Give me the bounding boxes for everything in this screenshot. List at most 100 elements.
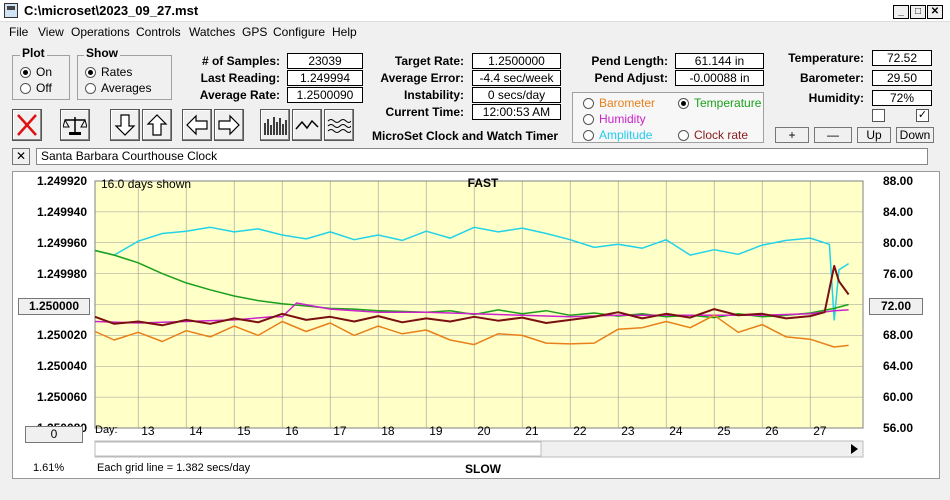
x-tick-label: 13	[141, 424, 155, 438]
scale-up-button[interactable]: Up	[857, 127, 891, 143]
title-bar: C:\microset\2023_09_27.mst _ □ ✕	[0, 0, 950, 22]
maximize-button[interactable]: □	[910, 5, 926, 19]
balance-button[interactable]	[60, 109, 90, 141]
pend-adjust-label: Pend Adjust:	[594, 71, 668, 85]
scrollbar-thumb[interactable]	[94, 441, 542, 457]
radio-icon	[583, 97, 594, 109]
wave-button[interactable]	[292, 109, 322, 141]
arrow-down-icon	[114, 114, 136, 136]
y-tick-label: 1.250040	[36, 359, 87, 374]
scroll-right-icon[interactable]	[851, 444, 858, 454]
humidity-radio[interactable]: Humidity	[583, 112, 646, 126]
menu-help[interactable]: Help	[332, 25, 357, 39]
menu-bar: File View Operations Controls Watches GP…	[0, 22, 950, 42]
x-origin-button[interactable]: 0	[25, 426, 83, 443]
bar-chart-button[interactable]	[260, 109, 290, 141]
x-tick-label: 27	[813, 424, 827, 438]
barometer-label: Barometer:	[799, 71, 864, 85]
samples-value: 23039	[287, 53, 363, 69]
y2-tick-label: 60.00	[882, 390, 913, 405]
close-icon: ✕	[15, 149, 27, 163]
pend-length-value: 61.144 in	[675, 53, 764, 69]
radio-selected-icon	[85, 66, 96, 78]
show-averages-radio[interactable]: Averages	[85, 81, 151, 95]
series-amplitude	[94, 226, 850, 321]
arrow-up-button[interactable]	[142, 109, 172, 141]
clear-name-button[interactable]: ✕	[12, 148, 30, 165]
temperature-label: Temperature:	[788, 51, 864, 65]
y2-tick-label: 84.00	[882, 204, 913, 219]
menu-gps[interactable]: GPS	[242, 25, 268, 39]
stop-icon	[17, 114, 37, 136]
radio-icon	[20, 82, 31, 94]
arrow-down-button[interactable]	[110, 109, 140, 141]
last-reading-value: 1.249994	[287, 70, 363, 86]
checked-checkbox[interactable]: ✓	[916, 109, 929, 122]
menu-view[interactable]: View	[38, 25, 64, 39]
x-tick-label: 26	[765, 424, 779, 438]
y2-tick-label: 68.00	[882, 328, 913, 343]
temperature-value: 72.52	[872, 50, 932, 66]
app-icon	[4, 3, 18, 18]
close-window-button[interactable]: ✕	[927, 5, 943, 19]
show-group-title: Show	[84, 46, 120, 60]
average-error-value: -4.4 sec/week	[472, 70, 561, 86]
clock-name-field[interactable]: Santa Barbara Courthouse Clock	[36, 148, 928, 165]
x-tick-label: 15	[237, 424, 251, 438]
plot-on-radio[interactable]: On	[20, 65, 52, 79]
show-rates-radio[interactable]: Rates	[85, 65, 132, 79]
series-barometer	[94, 314, 849, 348]
bar-chart-icon	[264, 117, 287, 135]
current-time-label: Current Time:	[385, 105, 464, 119]
current-time-value: 12:00:53 AM	[472, 104, 561, 120]
x-tick-label: 21	[525, 424, 539, 438]
grid	[95, 181, 863, 428]
stop-button[interactable]	[12, 109, 42, 141]
arrow-right-button[interactable]	[214, 109, 244, 141]
menu-controls[interactable]: Controls	[136, 25, 181, 39]
y-tick-label: 1.250060	[36, 390, 87, 405]
instability-value: 0 secs/day	[472, 87, 561, 103]
rate-chart	[94, 180, 864, 458]
plot-on-label: On	[36, 65, 53, 79]
show-group	[77, 55, 172, 100]
scale-plus-button[interactable]: +	[775, 127, 809, 143]
average-rate-value: 1.2500090	[287, 87, 363, 103]
clock-rate-radio[interactable]: Clock rate	[678, 128, 748, 142]
multi-wave-button[interactable]	[324, 109, 354, 141]
x-tick-label: 17	[333, 424, 347, 438]
menu-file[interactable]: File	[9, 25, 29, 39]
plot-off-radio[interactable]: Off	[20, 81, 52, 95]
radio-icon	[678, 129, 689, 141]
x-tick-label: 25	[717, 424, 731, 438]
y2-tick-label: 64.00	[882, 359, 913, 374]
barometer-value: 29.50	[872, 70, 932, 86]
arrow-right-icon	[218, 114, 240, 136]
x-tick-label: 24	[669, 424, 683, 438]
chart-panel: 16.0 days shown FAST SLOW Each grid line…	[12, 171, 940, 479]
temperature-radio[interactable]: Temperature	[678, 96, 761, 110]
series-clock-rate	[94, 264, 850, 327]
average-rate-label: Average Rate:	[199, 88, 280, 102]
barometer-option-label: Barometer	[599, 96, 656, 110]
humidity-checkbox[interactable]	[872, 109, 885, 122]
radio-selected-icon	[20, 66, 31, 78]
humidity-label: Humidity:	[808, 91, 864, 105]
multi-wave-icon	[327, 119, 351, 133]
y2-center-button[interactable]: 72.00	[869, 298, 923, 315]
minimize-button[interactable]: _	[893, 5, 909, 19]
scale-minus-button[interactable]: —	[814, 127, 852, 143]
fast-label: FAST	[467, 176, 499, 190]
checkmark-icon: ✓	[917, 109, 928, 121]
y-center-button[interactable]: 1.250000	[18, 298, 90, 315]
y2-tick-label: 80.00	[882, 235, 913, 250]
barometer-radio[interactable]: Barometer	[583, 96, 655, 110]
menu-operations[interactable]: Operations	[71, 25, 130, 39]
menu-configure[interactable]: Configure	[273, 25, 326, 39]
menu-watches[interactable]: Watches	[189, 25, 236, 39]
amplitude-radio[interactable]: Amplitude	[583, 128, 652, 142]
arrow-left-button[interactable]	[182, 109, 212, 141]
y2-tick-label: 88.00	[882, 174, 913, 188]
scale-down-button[interactable]: Down	[896, 127, 934, 143]
last-reading-label: Last Reading:	[200, 71, 280, 85]
